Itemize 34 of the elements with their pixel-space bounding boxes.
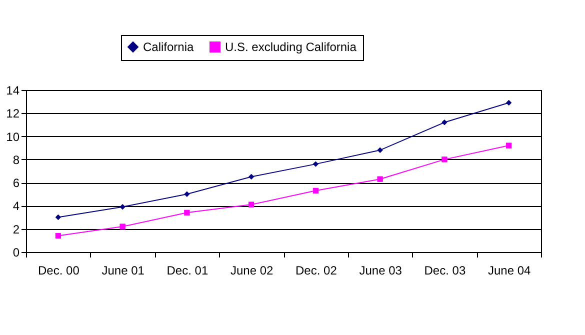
y-tick-label: 2: [12, 222, 20, 236]
x-tick-label: Dec. 00: [38, 264, 80, 278]
point: [55, 233, 61, 239]
y-tick-label: 4: [12, 199, 20, 214]
point: [506, 142, 512, 148]
point: [184, 210, 190, 216]
x-tick-label: June 03: [359, 264, 402, 278]
point: [120, 204, 126, 210]
x-tick-label: June 02: [230, 264, 274, 278]
point: [312, 161, 318, 167]
x-tick-label: June 01: [102, 264, 145, 278]
point: [377, 176, 383, 182]
point: [506, 100, 512, 106]
legend-label: U.S. excluding California: [225, 40, 357, 54]
point: [377, 147, 383, 153]
point: [442, 156, 448, 162]
y-tick-label: 14: [6, 84, 20, 98]
y-tick-label: 8: [12, 152, 20, 167]
y-tick-label: 12: [6, 106, 20, 121]
legend-label: California: [143, 40, 194, 54]
x-tick-label: Dec. 03: [424, 264, 466, 278]
point: [248, 174, 254, 180]
point: [248, 202, 254, 208]
point: [55, 214, 61, 220]
x-tick-label: Dec. 01: [166, 264, 208, 278]
point: [120, 224, 126, 230]
point: [442, 120, 448, 126]
x-tick-label: June 04: [488, 264, 531, 278]
y-tick-label: 10: [6, 130, 20, 144]
y-tick-label: 6: [12, 176, 20, 190]
y-tick-label: 0: [12, 246, 20, 260]
point: [312, 188, 318, 194]
point: [184, 191, 190, 197]
x-tick-label: Dec. 02: [296, 264, 338, 278]
